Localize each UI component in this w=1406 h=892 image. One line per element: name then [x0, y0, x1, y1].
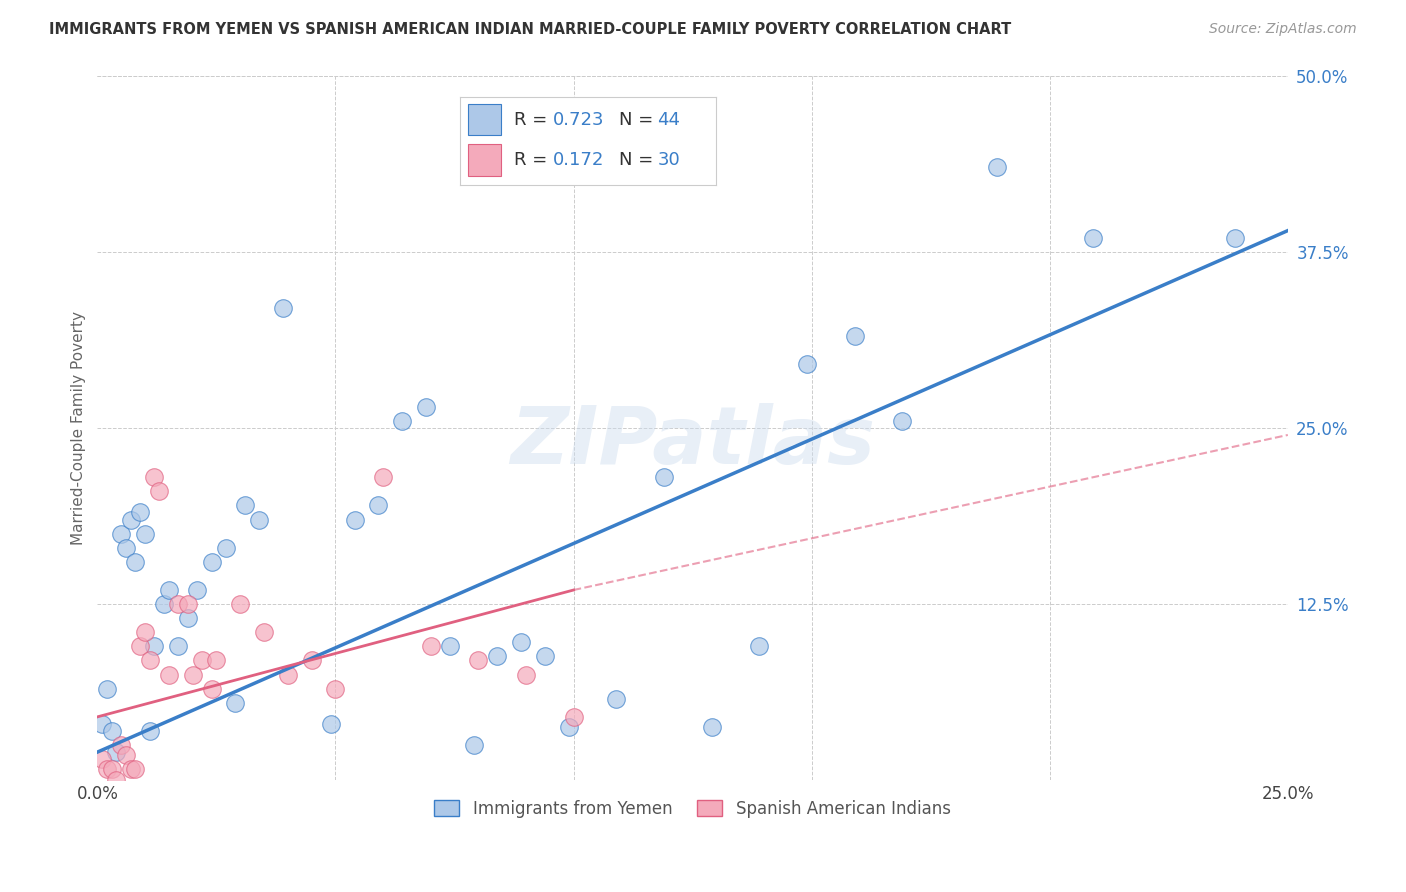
Point — [100, 762, 122, 776]
Point — [138, 723, 160, 738]
Point — [1081, 230, 1104, 244]
Point — [748, 640, 770, 654]
Point — [181, 667, 204, 681]
Point — [319, 717, 342, 731]
Point — [129, 640, 152, 654]
Y-axis label: Married-Couple Family Poverty: Married-Couple Family Poverty — [72, 311, 86, 545]
Point — [558, 720, 581, 734]
Point — [201, 555, 224, 569]
Point — [486, 649, 509, 664]
Point — [148, 484, 170, 499]
Point — [134, 625, 156, 640]
Point — [167, 640, 190, 654]
Point — [419, 640, 441, 654]
Point — [167, 597, 190, 611]
Point — [700, 720, 723, 734]
Point — [153, 597, 176, 611]
Point — [233, 499, 256, 513]
Point — [105, 745, 128, 759]
Point — [605, 691, 627, 706]
Point — [143, 470, 166, 484]
Point — [534, 649, 557, 664]
Legend: Immigrants from Yemen, Spanish American Indians: Immigrants from Yemen, Spanish American … — [427, 794, 957, 825]
Point — [562, 710, 585, 724]
Point — [186, 582, 208, 597]
Point — [143, 640, 166, 654]
Point — [467, 653, 489, 667]
Point — [177, 597, 200, 611]
Point — [120, 762, 142, 776]
Point — [91, 752, 114, 766]
Point — [157, 582, 180, 597]
Point — [201, 681, 224, 696]
Text: Source: ZipAtlas.com: Source: ZipAtlas.com — [1209, 22, 1357, 37]
Point — [191, 653, 214, 667]
Point — [343, 512, 366, 526]
Point — [229, 597, 252, 611]
Point — [652, 470, 675, 484]
Point — [96, 681, 118, 696]
Point — [515, 667, 537, 681]
Point — [110, 738, 132, 752]
Point — [271, 301, 294, 315]
Point — [157, 667, 180, 681]
Point — [367, 499, 389, 513]
Point — [439, 640, 461, 654]
Point — [844, 329, 866, 343]
Point — [120, 512, 142, 526]
Point — [124, 555, 146, 569]
Point — [96, 762, 118, 776]
Point — [129, 506, 152, 520]
Point — [205, 653, 228, 667]
Point — [277, 667, 299, 681]
Point — [415, 400, 437, 414]
Point — [91, 717, 114, 731]
Point — [124, 762, 146, 776]
Point — [253, 625, 276, 640]
Text: ZIPatlas: ZIPatlas — [510, 403, 875, 481]
Point — [105, 773, 128, 788]
Point — [325, 681, 347, 696]
Point — [247, 512, 270, 526]
Point — [224, 696, 246, 710]
Point — [110, 526, 132, 541]
Point — [391, 414, 413, 428]
Point — [177, 611, 200, 625]
Point — [100, 723, 122, 738]
Point — [301, 653, 323, 667]
Point — [115, 747, 138, 762]
Point — [215, 541, 238, 555]
Point — [796, 358, 818, 372]
Point — [510, 635, 533, 649]
Point — [115, 541, 138, 555]
Point — [891, 414, 914, 428]
Point — [134, 526, 156, 541]
Point — [138, 653, 160, 667]
Point — [1225, 230, 1247, 244]
Point — [986, 160, 1008, 174]
Point — [371, 470, 394, 484]
Text: IMMIGRANTS FROM YEMEN VS SPANISH AMERICAN INDIAN MARRIED-COUPLE FAMILY POVERTY C: IMMIGRANTS FROM YEMEN VS SPANISH AMERICA… — [49, 22, 1011, 37]
Point — [463, 738, 485, 752]
